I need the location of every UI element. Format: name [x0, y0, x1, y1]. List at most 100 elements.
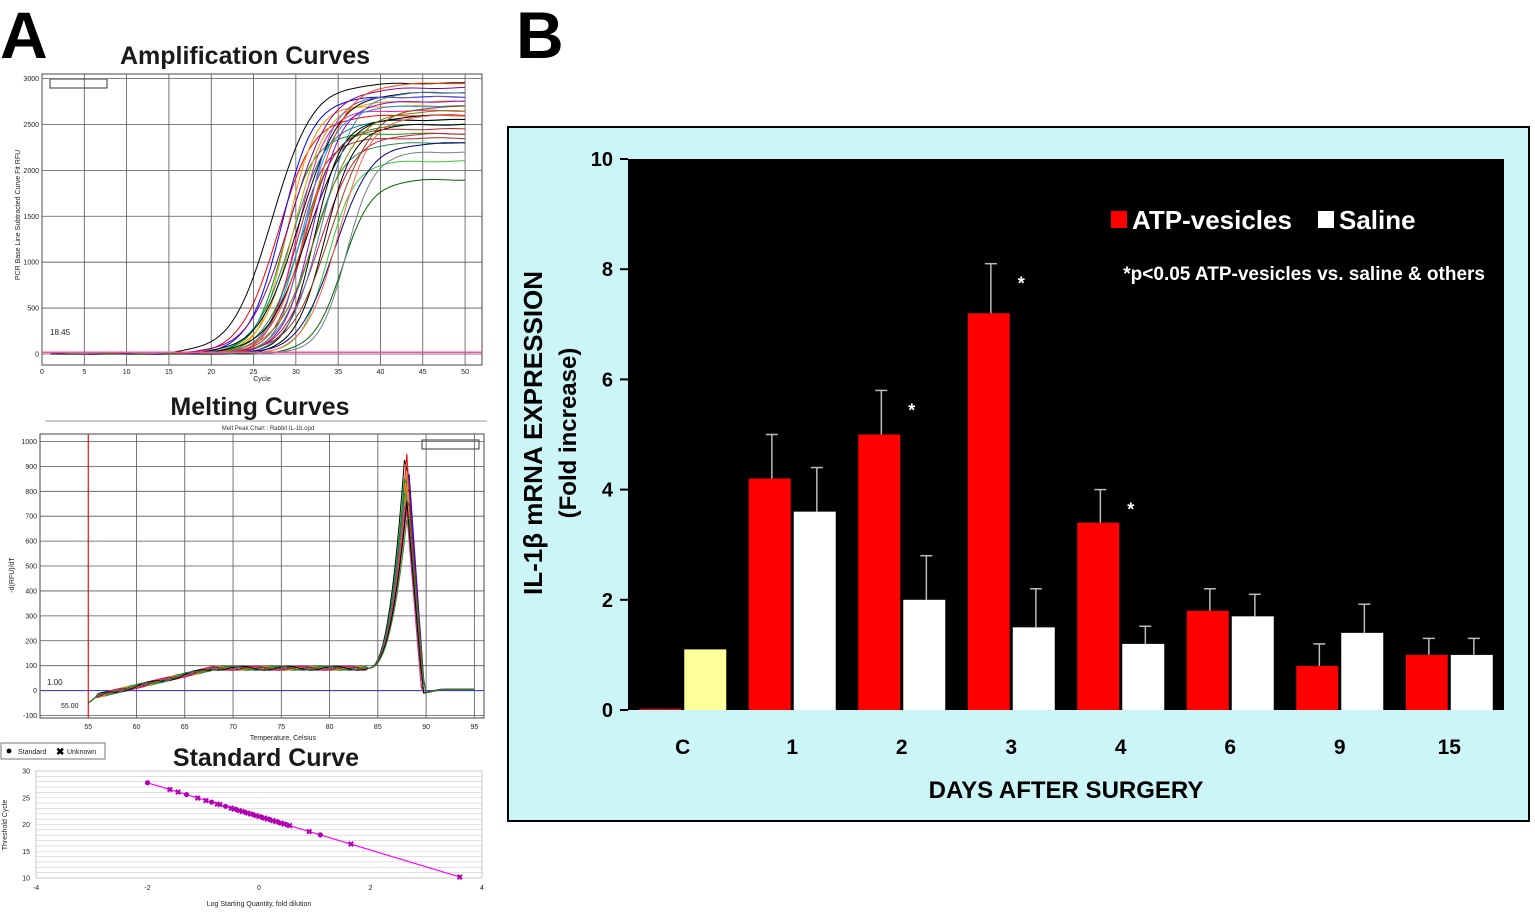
- standard-point: [267, 817, 273, 823]
- il1b-chart: 0 2 4 6 8 10 * * * C 1 2 3 4 6 9 15 IL-1β mRNA EXPRESS…: [507, 126, 1530, 822]
- amplification-y-tick: 500: [27, 306, 39, 313]
- standard-grid: [36, 776, 482, 873]
- standard-marks: ✖ ✖✖ ✖ ✖✖ ✖✖✖✖✖✖✖✖✖✖✖✖✖✖✖✖✖✖: [144, 780, 463, 882]
- saline-bar: [1341, 632, 1384, 710]
- atp-bar: [858, 434, 901, 710]
- standard-legend-unknown: Unknown: [67, 749, 96, 756]
- standard-y-tick: 25: [22, 795, 30, 802]
- panel-label-a: A: [0, 0, 48, 72]
- saline-bar: [1012, 627, 1055, 710]
- amplification-y-tick: 0: [35, 351, 39, 358]
- standard-legend-cross: ✖: [56, 747, 64, 758]
- unknown-point: ✖: [214, 800, 221, 809]
- melting-y-tick: 500: [25, 564, 37, 571]
- amplification-y-tick: 1500: [23, 214, 39, 221]
- il1b-y-label: IL-1β mRNA EXPRESSION: [518, 271, 548, 595]
- melting-x-tick: 85: [374, 724, 382, 731]
- amplification-x-tick: 5: [82, 369, 86, 376]
- unknown-point: ✖: [194, 794, 201, 803]
- standard-x-tick: 2: [369, 885, 373, 892]
- standard-point: [222, 803, 229, 809]
- melting-y-tick: 900: [25, 464, 37, 471]
- il1b-y-tick-label: 8: [602, 259, 613, 281]
- amplification-legend-box: [49, 78, 108, 89]
- melting-cursor-label: 55.00: [61, 703, 79, 710]
- amplification-x-tick: 15: [165, 369, 173, 376]
- atp-bar: [639, 708, 682, 710]
- amplification-x-tick: 10: [123, 369, 131, 376]
- melting-y-tick: 300: [25, 613, 37, 620]
- amplification-x-tick: 45: [419, 369, 427, 376]
- amplification-curve: [50, 151, 466, 355]
- il1b-y-tick-label: 2: [602, 590, 613, 612]
- il1b-category-label: 15: [1438, 736, 1462, 759]
- standard-y-tick: 15: [22, 849, 30, 856]
- unknown-point: ✖: [231, 805, 238, 814]
- panel-label-b: B: [516, 0, 564, 72]
- melting-y-label: -d(RFU)/dT: [9, 557, 16, 593]
- melting-x-tick: 60: [133, 724, 141, 731]
- standard-point: [284, 822, 290, 828]
- amplification-title: Amplification Curves: [120, 42, 370, 70]
- unknown-point: ✖: [244, 809, 251, 818]
- il1b-ticks: 0 2 4 6 8 10: [591, 149, 628, 722]
- unknown-point: ✖: [264, 815, 271, 824]
- standard-point: [209, 799, 215, 805]
- melting-y-tick: 1000: [21, 439, 37, 446]
- unknown-point: ✖: [348, 840, 355, 849]
- unknown-point: ✖: [217, 801, 224, 810]
- melting-x-tick: 95: [470, 724, 478, 731]
- il1b-category-label: 4: [1115, 736, 1127, 759]
- standard-x-tick: 4: [480, 885, 484, 892]
- unknown-point: ✖: [256, 812, 263, 821]
- melting-plot-area: [39, 433, 485, 719]
- amplification-curves: [42, 82, 482, 356]
- melting-y-tick: 0: [33, 688, 37, 695]
- melting-curve: [87, 516, 475, 704]
- standard-legend-frame: [0, 742, 106, 760]
- amplification-x-tick: 25: [250, 369, 258, 376]
- standard-point: [250, 812, 257, 818]
- standard-point: [259, 814, 265, 820]
- il1b-x-label: DAYS AFTER SURGERY: [929, 777, 1204, 804]
- legend-saline-swatch: [1318, 211, 1334, 228]
- amplification-y-tick: 2500: [23, 122, 39, 129]
- melting-y-tick: 400: [25, 588, 37, 595]
- melting-title: Melting Curves: [170, 393, 349, 421]
- melting-x-label: Temperature, Celsius: [250, 735, 317, 742]
- standard-fit-line: [147, 782, 460, 878]
- amplification-x-tick: 35: [334, 369, 342, 376]
- unknown-point: ✖: [270, 817, 277, 826]
- standard-title: Standard Curve: [173, 744, 359, 772]
- amplification-y-tick: 3000: [23, 76, 39, 83]
- melting-y-tick: 700: [25, 514, 37, 521]
- significance-marker: *: [1018, 274, 1025, 294]
- legend-atp-swatch: [1111, 211, 1127, 228]
- melting-threshold-label: 1.00: [47, 678, 63, 687]
- il1b-y-tick-label: 4: [602, 480, 614, 502]
- legend-saline-label: Saline: [1339, 205, 1416, 235]
- standard-point: [183, 791, 190, 798]
- standard-x-label: Log Starting Quantity, fold dilution: [207, 901, 312, 908]
- standard-ticks: -4 -2 0 2 4 10 15 20 25 30: [22, 769, 484, 893]
- melting-y-tick: 100: [25, 663, 37, 670]
- il1b-y-tick-label: 10: [591, 149, 613, 171]
- amplification-threshold-label: 18.45: [50, 328, 71, 337]
- il1b-category-label: 2: [896, 736, 908, 759]
- standard-y-label: Threshold Cycle: [2, 800, 9, 851]
- il1b-annotation: *p<0.05 ATP-vesicles vs. saline & others: [1123, 264, 1485, 285]
- saline-bar: [793, 511, 836, 710]
- il1b-y-tick-label: 6: [602, 369, 613, 391]
- unknown-point: ✖: [175, 788, 182, 797]
- amplification-x-tick: 40: [377, 369, 385, 376]
- standard-point: [144, 780, 151, 786]
- standard-legend-dot: [6, 748, 12, 754]
- saline-bar: [1450, 654, 1493, 710]
- unknown-point: ✖: [247, 810, 254, 819]
- unknown-point: ✖: [236, 807, 243, 816]
- standard-chart: Standard ✖ Unknown Standard Curve ✖ ✖✖ ✖ ✖✖…: [0, 742, 484, 908]
- standard-point: [275, 819, 282, 825]
- standard-legend-standard: Standard: [18, 749, 47, 756]
- il1b-y-tick-label: 0: [602, 700, 613, 722]
